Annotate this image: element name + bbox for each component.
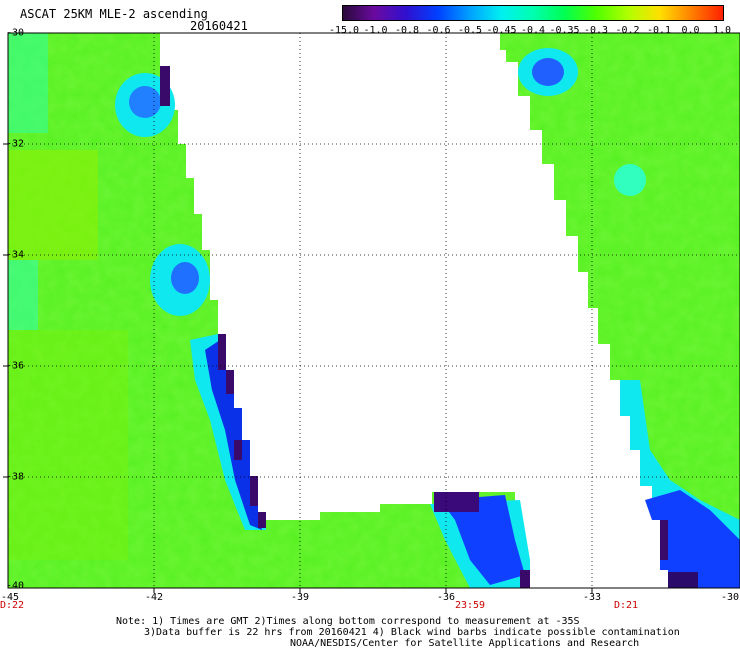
swath-map [3, 32, 740, 593]
footnote-line-3: NOAA/NESDIS/Center for Satellite Applica… [290, 638, 640, 649]
grid-lines [8, 33, 740, 588]
colorbar-tick-label: -15.0 [328, 25, 360, 36]
left-swath [8, 33, 530, 588]
lat-label-36: -36 [6, 360, 25, 372]
lon-label-45: -45 [0, 592, 20, 603]
lon-label-39: -39 [290, 592, 310, 603]
right-swath [500, 33, 740, 588]
lat-label-38: -38 [6, 471, 25, 483]
lon-label-42: -42 [144, 592, 164, 603]
colorbar-tick-label: 1.0 [712, 25, 732, 36]
time-label-right: D:21 [613, 600, 639, 611]
colorbar-tick-label: -0.6 [426, 25, 451, 36]
map-date: 20160421 [190, 19, 248, 33]
tick-marks [3, 143, 593, 593]
colorbar-tick-label: -0.2 [615, 25, 640, 36]
lat-label-34: -34 [6, 249, 25, 261]
time-label-center: 23:59 [454, 600, 486, 611]
lon-label-33: -33 [582, 592, 602, 603]
colorbar-tick-label: -0.1 [646, 25, 672, 36]
lat-label-32: -32 [6, 138, 25, 150]
colorbar-tick-label: -0.35 [549, 25, 580, 36]
lon-label-36: -36 [436, 592, 456, 603]
lat-label-30: -30 [6, 27, 25, 39]
lon-label-30: -30 [720, 592, 740, 603]
colorbar-tick-label: -0.45 [486, 25, 517, 36]
colorbar-tick-label: -0.5 [457, 25, 483, 36]
colorbar-tick-label: -0.3 [583, 25, 609, 36]
footnote-line-2: 3)Data buffer is 22 hrs from 20160421 4)… [144, 627, 680, 638]
colorbar-tick-label: -0.8 [394, 25, 420, 36]
colorbar-tick-label: -0.4 [520, 25, 546, 36]
colorbar-tick-label: 0.0 [681, 25, 700, 36]
map-title: ASCAT 25KM MLE-2 ascending [20, 7, 208, 21]
colorbar [342, 5, 724, 21]
time-label-left: D:22 [0, 600, 25, 611]
colorbar-tick-label: -1.0 [363, 25, 388, 36]
lat-label-40: -40 [6, 580, 25, 592]
footnote-line-1: Note: 1) Times are GMT 2)Times along bot… [116, 616, 580, 627]
